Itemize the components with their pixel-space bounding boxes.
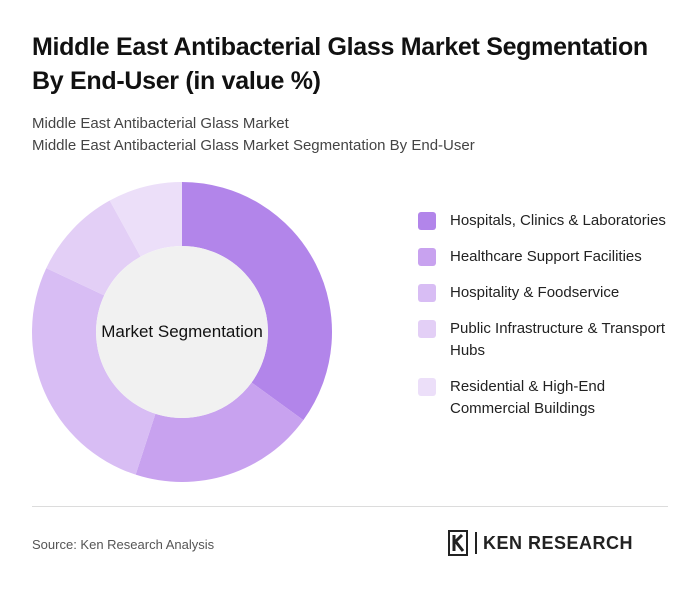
donut-chart: Market Segmentation <box>30 180 334 484</box>
legend-item: Public Infrastructure & Transport Hubs <box>418 318 688 362</box>
legend-swatch <box>418 320 436 338</box>
footer-divider <box>32 506 668 507</box>
legend-swatch <box>418 212 436 230</box>
logo-separator <box>475 532 477 554</box>
legend-label: Hospitals, Clinics & Laboratories <box>450 212 666 229</box>
donut-slice-3 <box>31 268 156 475</box>
legend-label: Public Infrastructure & Transport Hubs <box>450 320 666 359</box>
subtitle-line-1: Middle East Antibacterial Glass Market <box>32 115 289 132</box>
legend-label: Hospitality & Foodservice <box>450 284 620 301</box>
legend-swatch <box>418 284 436 302</box>
ken-research-logo: KEN RESEARCH <box>447 530 633 556</box>
legend-swatch <box>418 378 436 396</box>
legend-item: Hospitality & Foodservice <box>418 282 688 304</box>
donut-slice-1 <box>182 182 332 421</box>
legend-label: Healthcare Support Facilities <box>450 248 642 265</box>
logo-text: KEN RESEARCH <box>483 532 634 553</box>
donut-svg <box>31 182 332 483</box>
chart-title: Middle East Antibacterial Glass Market S… <box>32 33 648 95</box>
legend-item: Hospitals, Clinics & Laboratories <box>418 210 688 232</box>
ken-research-logo-icon <box>448 530 468 556</box>
legend-item: Healthcare Support Facilities <box>418 246 688 268</box>
source-note: Source: Ken Research Analysis <box>32 537 215 552</box>
legend-swatch <box>418 248 436 266</box>
chart-subtitle: Middle East Antibacterial Glass Market M… <box>32 113 672 157</box>
legend-item: Residential & High-End Commercial Buildi… <box>418 376 688 420</box>
legend-label: Residential & High-End Commercial Buildi… <box>450 378 606 417</box>
donut-slice-5 <box>109 182 182 257</box>
chart-legend: Hospitals, Clinics & Laboratories Healthc… <box>418 210 688 434</box>
subtitle-line-2: Middle East Antibacterial Glass Market S… <box>32 137 475 154</box>
donut-slice-4 <box>46 200 141 296</box>
donut-hole <box>96 246 268 418</box>
donut-slice-2 <box>135 382 304 483</box>
